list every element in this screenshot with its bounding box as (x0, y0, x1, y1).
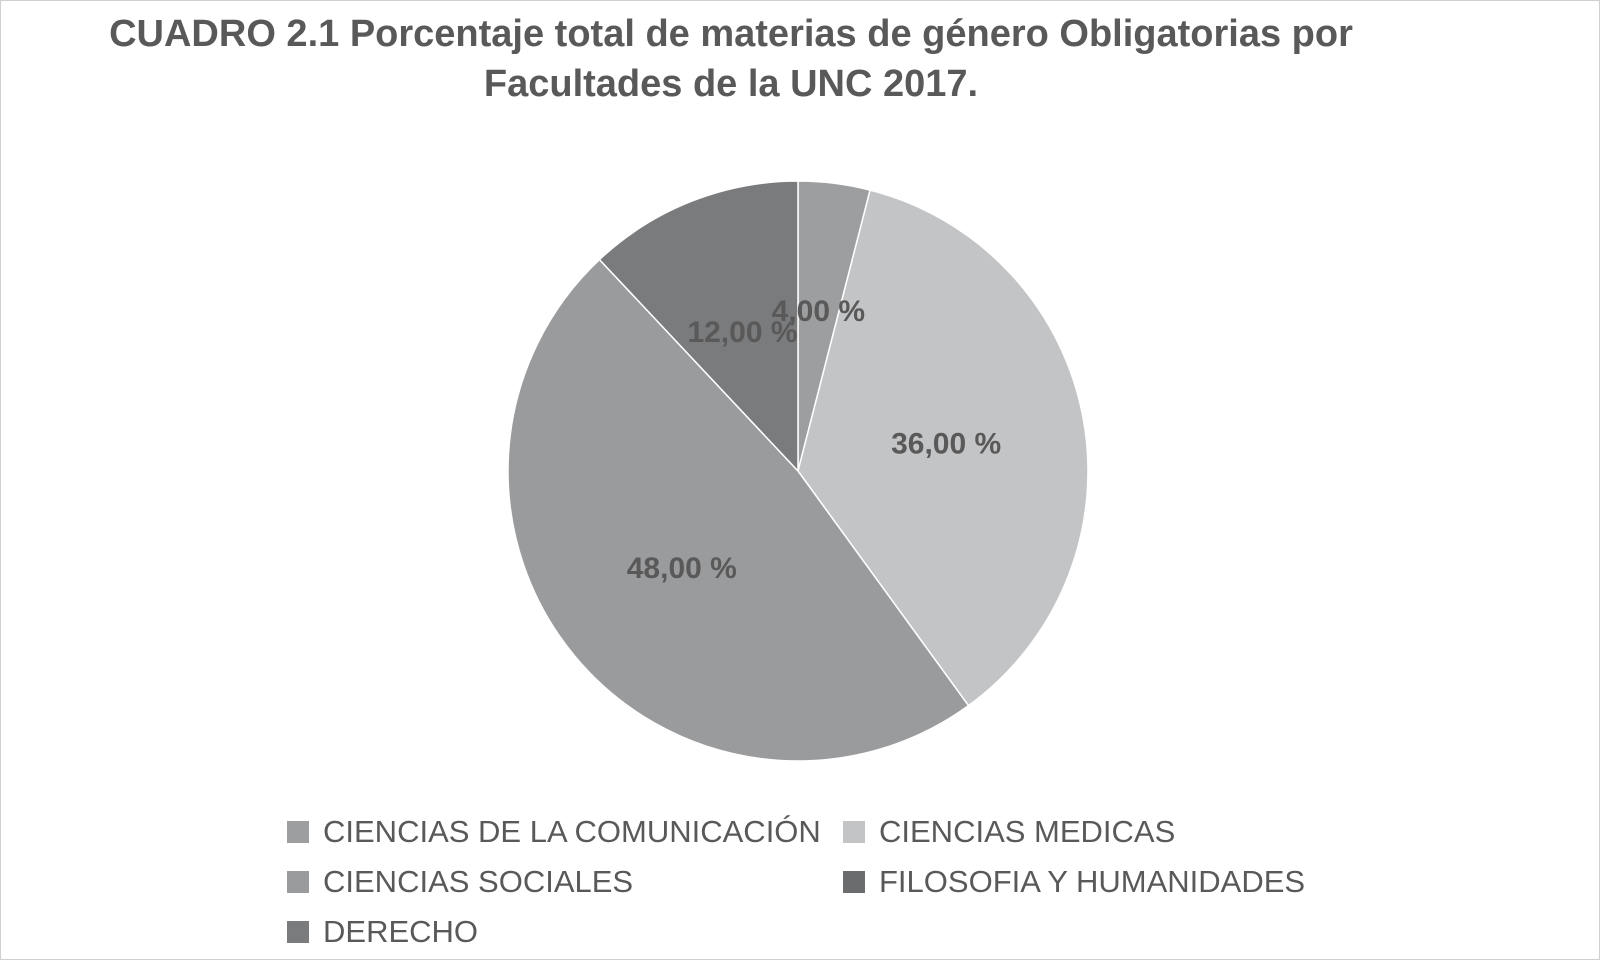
legend-item-ciencias-de-la-comunicacion: CIENCIAS DE LA COMUNICACIÓN (287, 807, 843, 857)
chart-title: CUADRO 2.1 Porcentaje total de materias … (61, 9, 1401, 109)
legend-label-ciencias-sociales: CIENCIAS SOCIALES (323, 864, 634, 899)
legend-label-derecho: DERECHO (323, 914, 479, 949)
chart-title-line-1: CUADRO 2.1 Porcentaje total de materias … (109, 13, 1353, 55)
legend-label-filosofia-y-humanidades: FILOSOFIA Y HUMANIDADES (879, 864, 1306, 899)
pie-slice-ciencias-sociales (507, 258, 970, 762)
legend-item-ciencias-medicas: CIENCIAS MEDICAS (843, 807, 1343, 857)
data-label-derecho: 12,00 % (687, 316, 797, 349)
legend-swatch-ciencias-sociales (287, 871, 309, 893)
legend-label-ciencias-de-la-comunicacion: CIENCIAS DE LA COMUNICACIÓN (323, 814, 821, 849)
legend-swatch-ciencias-de-la-comunicacion (287, 821, 309, 843)
legend-swatch-ciencias-medicas (843, 821, 865, 843)
data-label-ciencias-medicas: 36,00 % (891, 428, 1001, 461)
pie-slice-ciencias-medicas (797, 189, 1089, 707)
legend-label-ciencias-medicas: CIENCIAS MEDICAS (879, 814, 1176, 849)
legend-item-derecho: DERECHO (287, 907, 843, 957)
legend-item-filosofia-y-humanidades: FILOSOFIA Y HUMANIDADES (843, 857, 1343, 907)
chart-legend: CIENCIAS DE LA COMUNICACIÓN CIENCIAS MEDI… (287, 807, 1347, 957)
data-label-ciencias-sociales: 48,00 % (627, 552, 737, 585)
pie-slice-derecho (598, 180, 799, 473)
legend-item-ciencias-sociales: CIENCIAS SOCIALES (287, 857, 843, 907)
chart-title-line-2: Facultades de la UNC 2017. (483, 63, 979, 105)
legend-swatch-derecho (287, 921, 309, 943)
data-label-ciencias-de-la-comunicacion: 4,00 % (772, 295, 865, 328)
legend-swatch-filosofia-y-humanidades (843, 871, 865, 893)
